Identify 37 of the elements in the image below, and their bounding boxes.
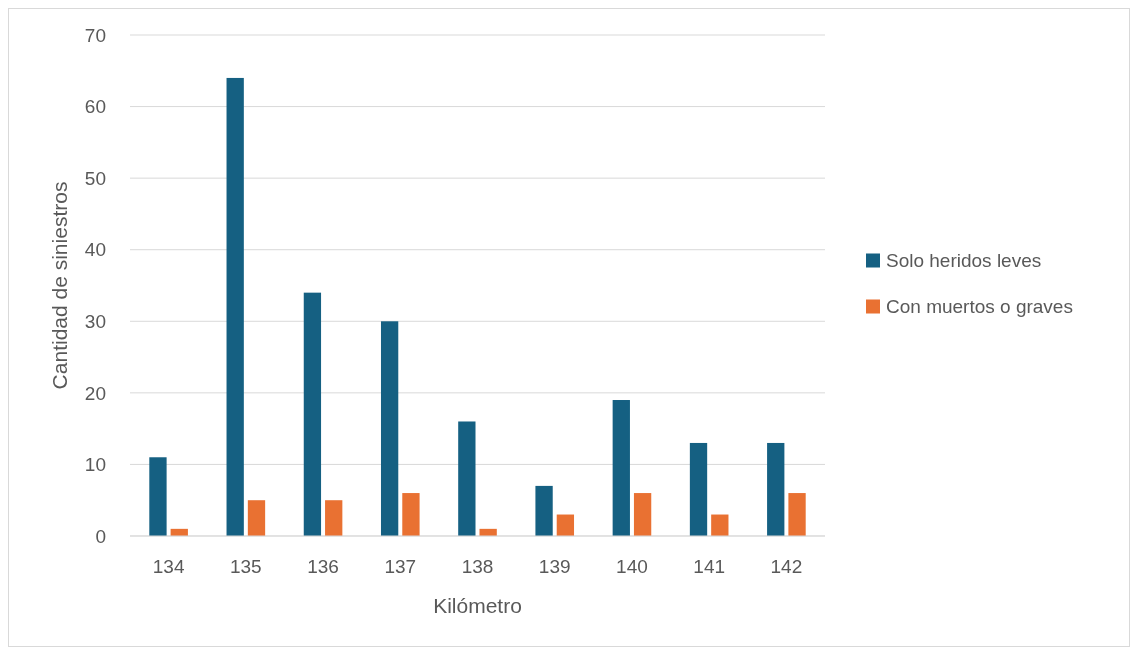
y-axis-title: Cantidad de siniestros [48, 181, 71, 390]
x-tick-label: 137 [384, 556, 417, 577]
bar [325, 500, 343, 536]
bar [612, 400, 630, 536]
y-tick-label: 70 [84, 24, 106, 46]
bar [303, 292, 322, 536]
bar [380, 321, 399, 536]
x-tick-label: 140 [616, 556, 648, 577]
bar [535, 485, 553, 536]
y-tick-label: 40 [84, 239, 106, 261]
y-tick-label: 60 [84, 96, 106, 118]
bar [556, 514, 575, 536]
y-tick-label: 10 [84, 454, 106, 476]
bar [458, 421, 476, 536]
bar [247, 500, 266, 536]
x-tick-label: 135 [229, 556, 262, 577]
bar [767, 442, 785, 536]
bar [633, 493, 652, 536]
x-tick-label: 134 [152, 556, 185, 577]
bar [788, 493, 806, 536]
legend-label: Con muertos o graves [886, 295, 1073, 317]
x-tick-label: 136 [307, 556, 339, 577]
y-tick-label: 20 [84, 382, 106, 404]
bar [149, 457, 167, 536]
x-axis-title: Kilómetro [433, 594, 522, 617]
y-tick-label: 30 [84, 310, 106, 332]
bar [226, 77, 244, 536]
bar [402, 493, 420, 536]
x-tick-label: 139 [538, 556, 571, 577]
y-tick-label: 50 [84, 167, 106, 189]
x-tick-label: 141 [693, 556, 726, 577]
bar [711, 514, 729, 536]
x-tick-label: 138 [461, 556, 494, 577]
x-tick-label: 142 [770, 556, 803, 577]
legend-label: Solo heridos leves [886, 249, 1042, 271]
bar [689, 442, 708, 536]
y-tick-label: 0 [95, 525, 106, 547]
